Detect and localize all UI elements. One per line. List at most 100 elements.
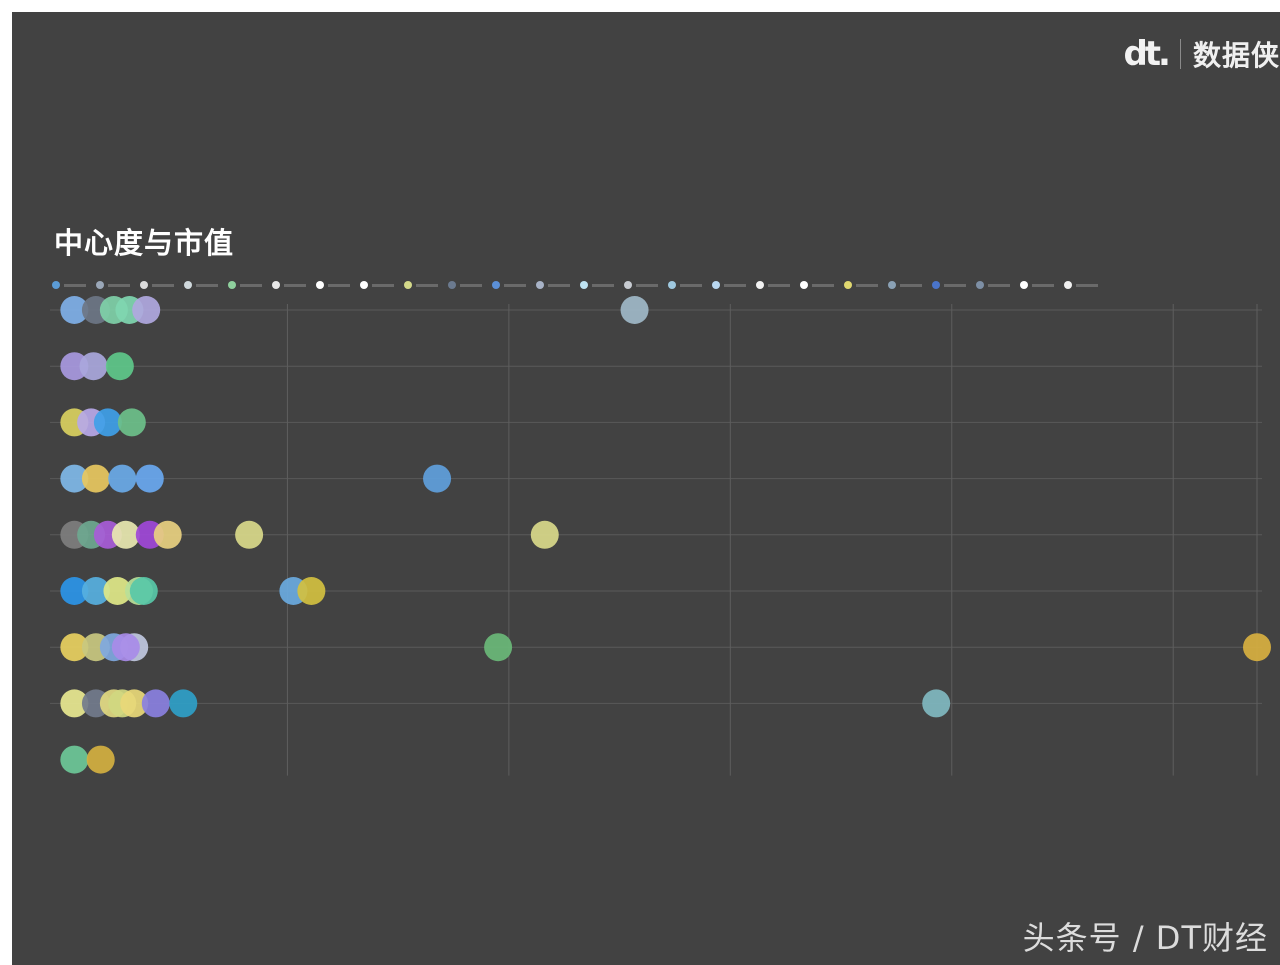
legend-label <box>108 283 130 287</box>
data-point[interactable] <box>111 520 140 549</box>
data-point[interactable] <box>105 352 134 381</box>
legend-dot <box>668 281 676 289</box>
legend-label <box>328 283 350 287</box>
legend-item[interactable] <box>492 281 526 289</box>
legend-label <box>812 283 834 287</box>
legend-label <box>240 283 262 287</box>
watermark: 头条号 / DT财经 <box>1022 919 1268 957</box>
data-point[interactable] <box>60 689 89 718</box>
legend-item[interactable] <box>52 281 86 289</box>
legend-dot <box>360 281 368 289</box>
legend-item[interactable] <box>272 281 306 289</box>
legend-item[interactable] <box>976 281 1010 289</box>
legend-item[interactable] <box>932 281 966 289</box>
chart-title: 中心度与市值 <box>54 226 235 260</box>
legend-dot <box>184 281 192 289</box>
legend-item[interactable] <box>1020 281 1054 289</box>
data-point[interactable] <box>81 464 110 493</box>
legend-dot <box>536 281 544 289</box>
legend-item[interactable] <box>96 281 130 289</box>
legend-item[interactable] <box>536 281 570 289</box>
legend-item[interactable] <box>360 281 394 289</box>
legend-label <box>460 283 482 287</box>
data-point[interactable] <box>60 464 89 493</box>
legend-dot <box>272 281 280 289</box>
legend-label <box>988 283 1010 287</box>
legend-dot <box>1020 281 1028 289</box>
scatter-plot <box>50 296 1271 776</box>
legend-dot <box>756 281 764 289</box>
data-point[interactable] <box>922 689 951 718</box>
data-point[interactable] <box>60 296 89 324</box>
legend-dot <box>448 281 456 289</box>
legend-item[interactable] <box>888 281 922 289</box>
data-point[interactable] <box>530 520 559 549</box>
data-point[interactable] <box>86 745 115 774</box>
data-point[interactable] <box>60 352 89 381</box>
data-point[interactable] <box>120 689 149 718</box>
legend-label <box>416 283 438 287</box>
data-point[interactable] <box>141 689 170 718</box>
legend-item[interactable] <box>756 281 790 289</box>
legend-dot <box>492 281 500 289</box>
brand-divider <box>1179 39 1181 69</box>
legend-label <box>284 283 306 287</box>
data-point[interactable] <box>60 633 89 662</box>
data-point[interactable] <box>153 520 182 549</box>
legend-label <box>636 283 658 287</box>
legend-label <box>64 283 86 287</box>
legend-label <box>1076 283 1098 287</box>
brand-name: 数据侠 <box>1192 39 1280 72</box>
legend-item[interactable] <box>448 281 482 289</box>
data-point[interactable] <box>135 464 164 493</box>
data-point[interactable] <box>79 352 108 381</box>
legend-dot <box>96 281 104 289</box>
data-point[interactable] <box>1243 633 1271 662</box>
legend-item[interactable] <box>1064 281 1098 289</box>
data-point[interactable] <box>60 577 89 605</box>
legend-item[interactable] <box>316 281 350 289</box>
legend-dot <box>800 281 808 289</box>
data-point[interactable] <box>132 296 161 324</box>
legend-dot <box>404 281 412 289</box>
data-point[interactable] <box>111 633 140 662</box>
chart-panel: dt. 数据侠 中心度与市值 头条号 / DT财经 <box>12 12 1280 965</box>
legend-label <box>856 283 878 287</box>
data-point[interactable] <box>235 520 264 549</box>
legend-label <box>768 283 790 287</box>
data-point[interactable] <box>620 296 649 324</box>
data-point[interactable] <box>169 689 198 718</box>
legend-item[interactable] <box>184 281 218 289</box>
legend-dot <box>52 281 60 289</box>
legend-label <box>196 283 218 287</box>
brand-logo: dt. <box>1123 34 1170 74</box>
data-point[interactable] <box>129 577 158 605</box>
data-point[interactable] <box>108 464 137 493</box>
legend-item[interactable] <box>404 281 438 289</box>
legend-item[interactable] <box>668 281 702 289</box>
data-point[interactable] <box>81 577 110 605</box>
legend-dot <box>316 281 324 289</box>
legend-dot <box>976 281 984 289</box>
legend-item[interactable] <box>800 281 834 289</box>
legend-item[interactable] <box>580 281 614 289</box>
legend-dot <box>624 281 632 289</box>
legend-label <box>680 283 702 287</box>
data-point[interactable] <box>484 633 513 662</box>
data-point[interactable] <box>117 408 146 437</box>
legend-item[interactable] <box>140 281 174 289</box>
legend-item[interactable] <box>624 281 658 289</box>
legend-dot <box>140 281 148 289</box>
legend-dot <box>580 281 588 289</box>
legend-dot <box>228 281 236 289</box>
legend-item[interactable] <box>712 281 746 289</box>
data-point[interactable] <box>103 577 132 605</box>
legend-label <box>592 283 614 287</box>
legend-item[interactable] <box>228 281 262 289</box>
data-point[interactable] <box>297 577 326 605</box>
data-point[interactable] <box>93 408 122 437</box>
legend-label <box>372 283 394 287</box>
data-point[interactable] <box>60 745 89 774</box>
data-point[interactable] <box>423 464 452 493</box>
legend-item[interactable] <box>844 281 878 289</box>
